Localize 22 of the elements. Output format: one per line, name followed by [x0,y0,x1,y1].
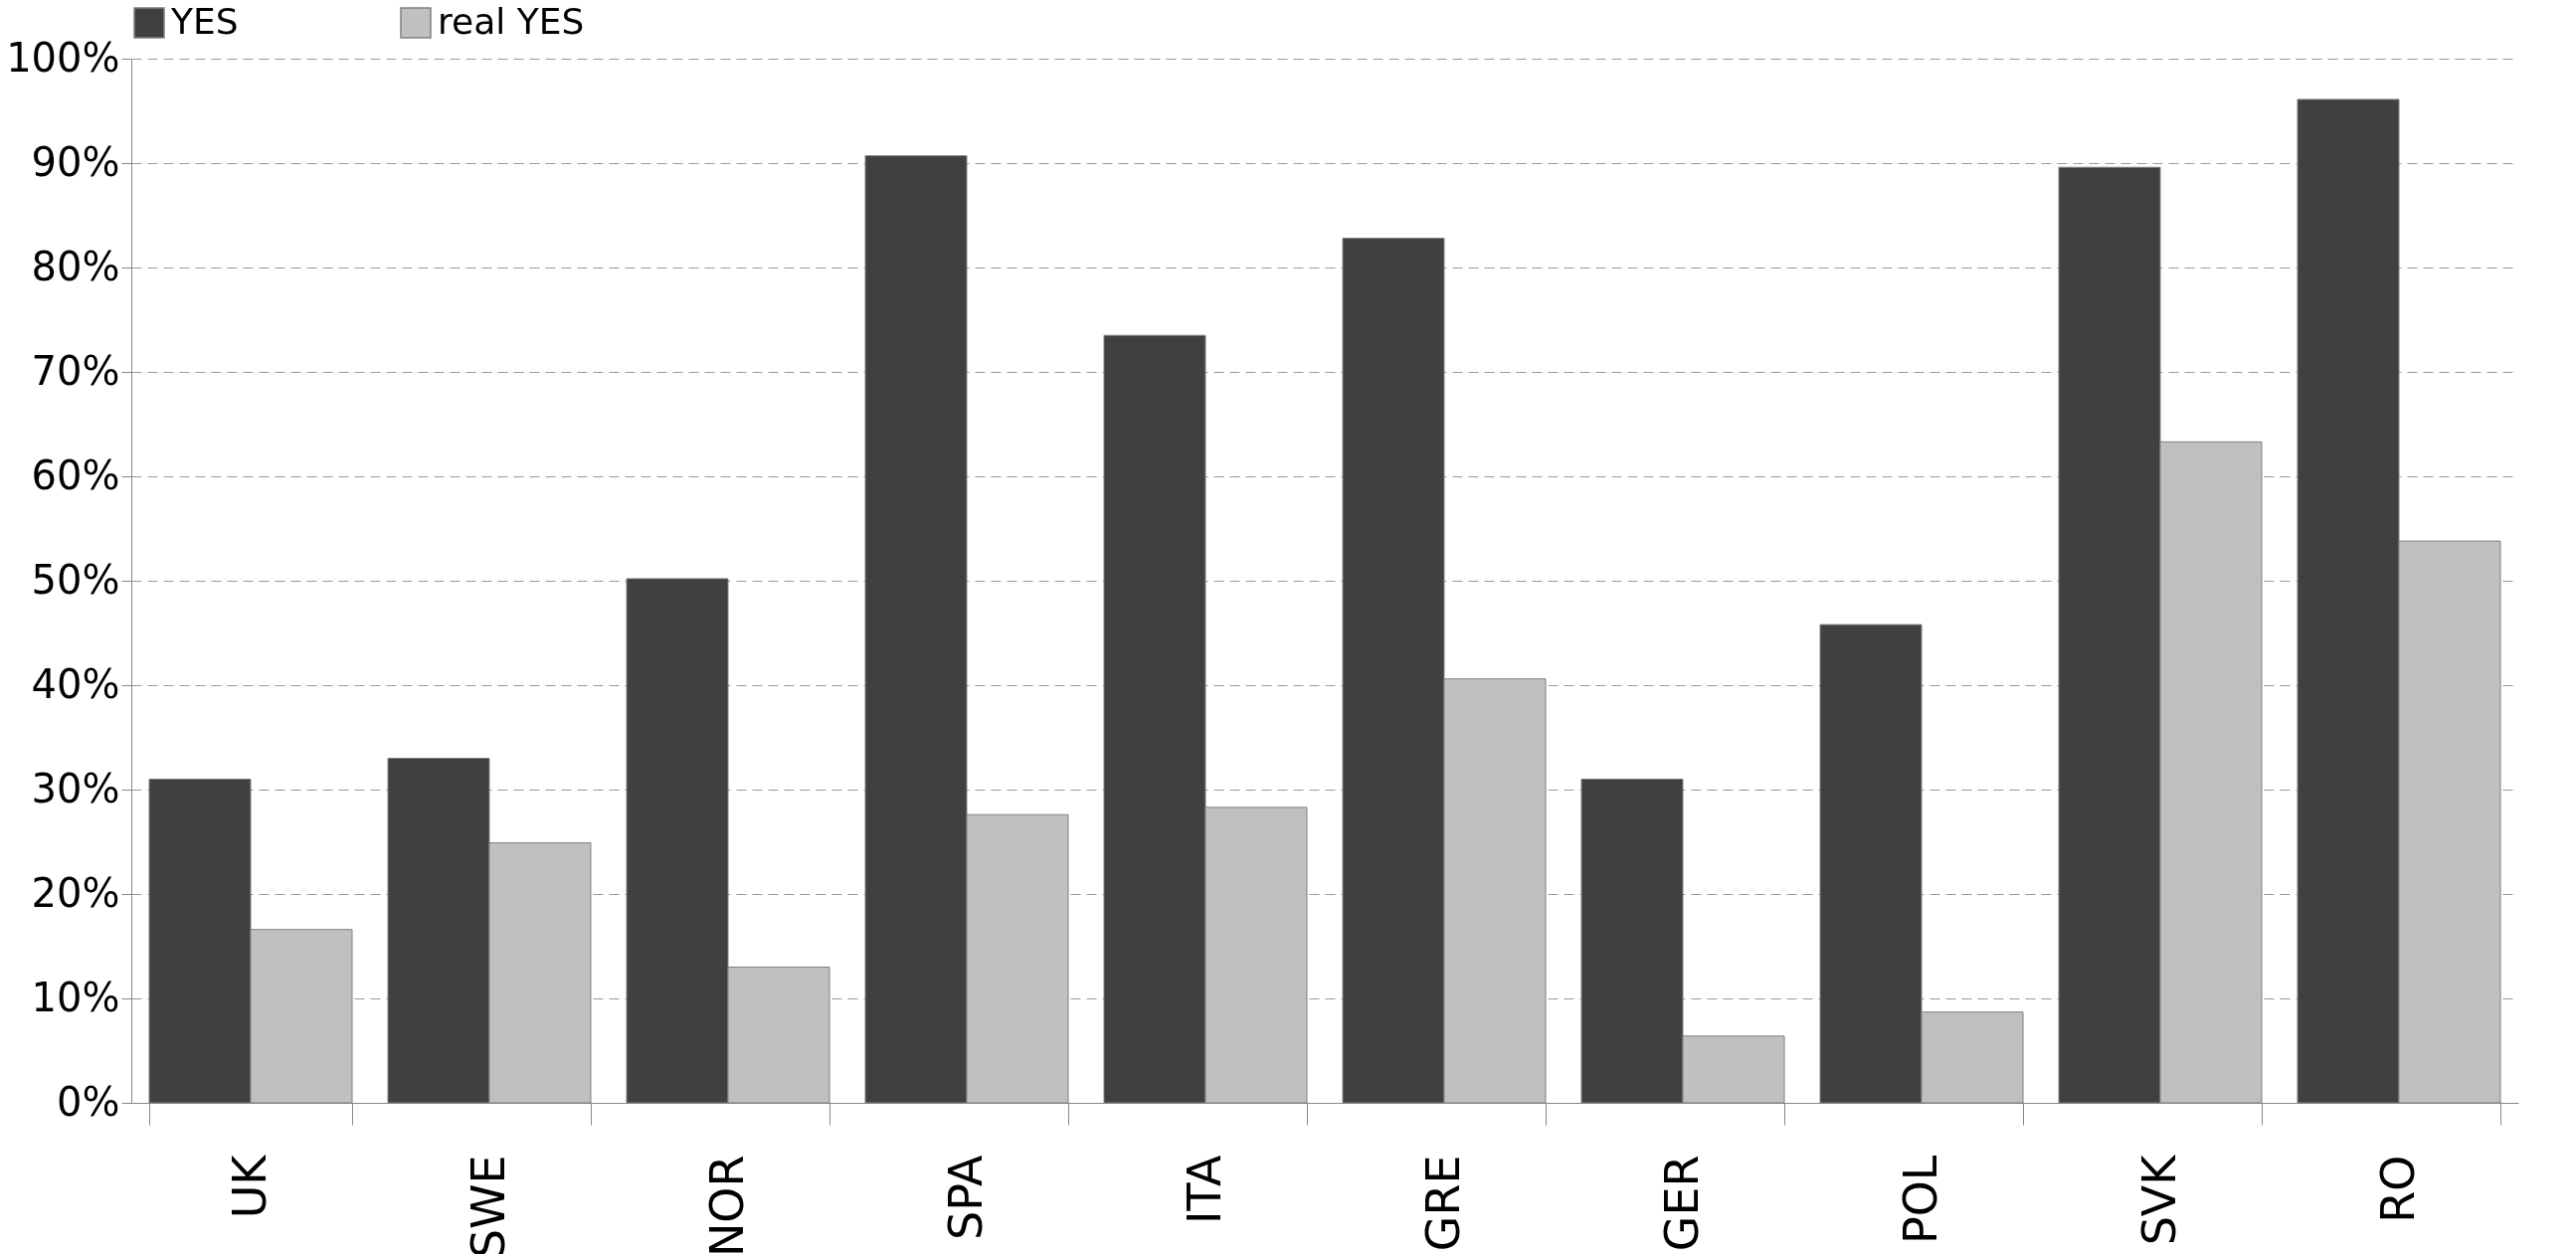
y-tick-label: 70% [31,347,120,394]
y-tick-label: 90% [31,138,120,185]
y-tick-label: 50% [31,556,120,603]
x-tick-label: SPA [938,1154,993,1240]
y-tick-label: 60% [31,451,120,498]
legend-label: real YES [438,1,585,42]
y-tick-label: 40% [31,660,120,707]
x-tick-label: UK [222,1153,276,1219]
x-tick-label: NOR [699,1155,754,1254]
y-tick-label: 0% [57,1078,120,1125]
x-tick-label: GRE [1415,1155,1470,1252]
y-tick-label: 30% [31,765,120,811]
x-tick-label: GER [1654,1155,1709,1252]
y-tick-label: 20% [31,869,120,916]
x-tick-label: ITA [1177,1154,1231,1225]
x-tick-label: RO [2370,1155,2425,1223]
y-tick-label: 100% [6,34,120,81]
legend-label: YES [170,1,239,42]
x-tick-label: POL [1893,1155,1947,1245]
x-tick-label: SVK [2131,1153,2186,1246]
y-tick-label: 80% [31,243,120,289]
y-tick-label: 10% [31,974,120,1020]
